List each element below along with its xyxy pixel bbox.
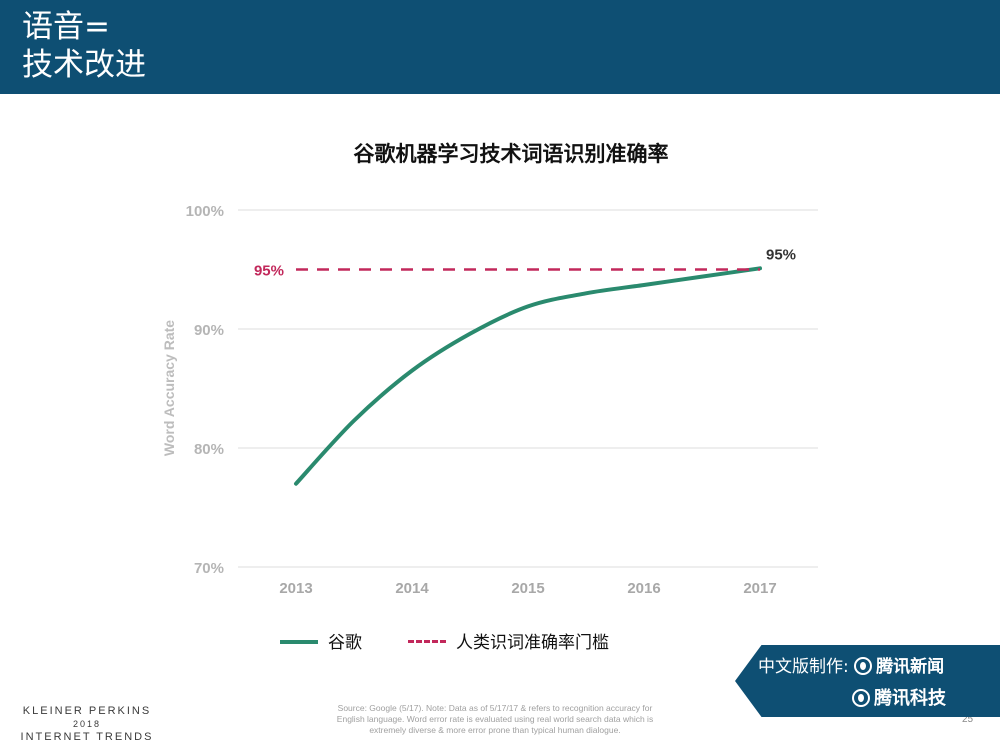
slide-title: 语音= 技术改进: [22, 8, 146, 84]
source-line-1: Source: Google (5/17). Note: Data as of …: [337, 703, 653, 713]
slide-title-line-2: 技术改进: [22, 47, 146, 83]
tencent-tech-logo-icon: [852, 689, 870, 707]
x-tick-label: 2016: [627, 580, 660, 597]
slide-title-line-1: 语音=: [22, 9, 110, 45]
y-tick-label: 80%: [194, 441, 224, 458]
credit-line-tech: 腾讯科技: [852, 684, 946, 710]
brand-line-1: KLEINER PERKINS: [22, 705, 152, 717]
credit-prefix: 中文版制作:: [758, 657, 849, 677]
data-label-0: 95%: [254, 263, 284, 280]
data-label-1: 95%: [766, 247, 796, 264]
y-tick-label: 70%: [194, 560, 224, 577]
brand-line-2: INTERNET TRENDS: [20, 731, 154, 743]
legend-swatch-dashed: [408, 640, 446, 643]
y-tick-label: 100%: [186, 203, 224, 220]
slide-header: 语音= 技术改进: [0, 0, 1000, 94]
source-line-2: English language. Word error rate is eva…: [336, 714, 654, 724]
credit-news-name: 腾讯新闻: [876, 657, 945, 677]
legend-label-human-threshold: 人类识词准确率门槛: [456, 633, 609, 653]
page-number: 25: [962, 714, 974, 725]
x-tick-label: 2017: [743, 580, 776, 597]
source-note: Source: Google (5/17). Note: Data as of …: [300, 703, 690, 736]
source-line-3: extremely diverse & more error prone tha…: [369, 725, 621, 735]
series-line-google: [294, 266, 762, 486]
credit-line-news: 中文版制作: 腾讯新闻: [758, 652, 944, 677]
legend-swatch-solid: [280, 640, 318, 644]
x-tick-label: 2013: [279, 580, 312, 597]
y-tick-label: 90%: [194, 322, 224, 339]
legend-label-google: 谷歌: [328, 633, 362, 653]
chart-title: 谷歌机器学习技术词语识别准确率: [353, 142, 669, 166]
tencent-news-logo-icon: [854, 657, 873, 675]
y-axis-label: Word Accuracy Rate: [161, 320, 177, 456]
brand-year: 2018: [72, 719, 102, 729]
x-tick-label: 2014: [395, 580, 429, 597]
credit-tech-name: 腾讯科技: [874, 688, 946, 709]
x-tick-label: 2015: [511, 580, 544, 597]
kpcb-brand: KLEINER PERKINS 2018 INTERNET TRENDS: [12, 705, 162, 744]
credit-banner: [735, 645, 1000, 717]
